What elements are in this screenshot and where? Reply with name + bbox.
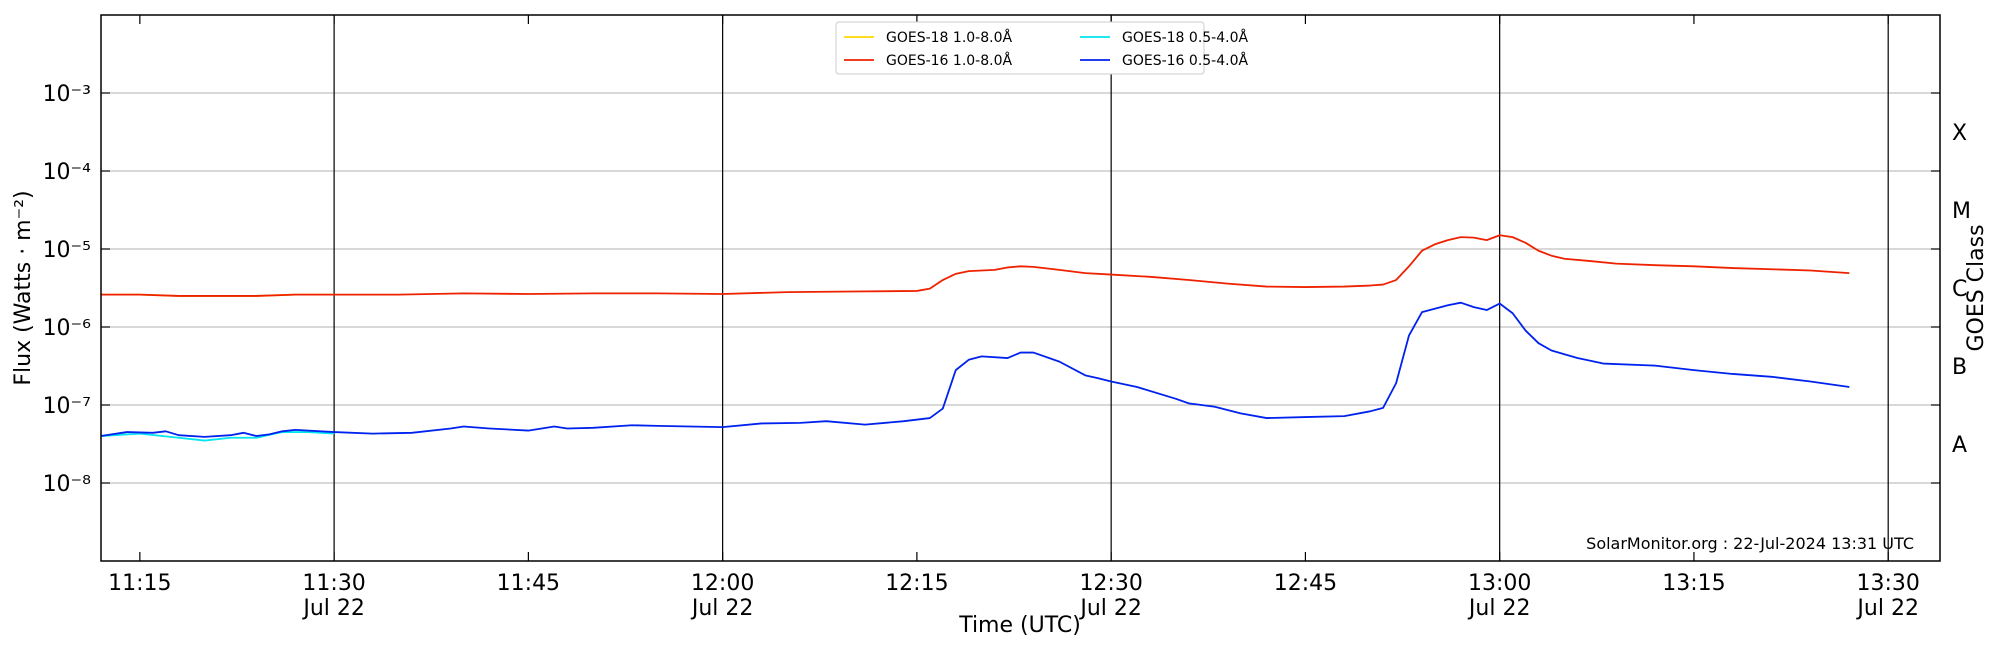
x-tick-date: Jul 22 bbox=[1078, 596, 1142, 621]
legend-label: GOES-16 0.5-4.0Å bbox=[1122, 52, 1248, 69]
class-label: C bbox=[1952, 277, 1967, 302]
x-tick-label: 13:30 bbox=[1856, 571, 1919, 596]
legend-label: GOES-18 1.0-8.0Å bbox=[886, 29, 1012, 46]
class-label: A bbox=[1952, 433, 1967, 458]
y-tick-label: 10⁻⁶ bbox=[43, 316, 92, 341]
legend-label: GOES-18 0.5-4.0Å bbox=[1122, 29, 1248, 46]
class-label: M bbox=[1952, 199, 1971, 224]
x-tick-label: 12:00 bbox=[691, 571, 754, 596]
y-tick-label: 10⁻⁴ bbox=[43, 160, 92, 185]
legend: GOES-18 1.0-8.0Å GOES-16 1.0-8.0Å GOES-18 … bbox=[835, 21, 1248, 75]
legend-label: GOES-16 1.0-8.0Å bbox=[886, 52, 1012, 69]
x-tick-label: 12:15 bbox=[885, 571, 948, 596]
class-label: X bbox=[1952, 121, 1967, 146]
x-tick-label: 13:00 bbox=[1468, 571, 1531, 596]
x-axis-label: Time (UTC) bbox=[958, 613, 1081, 638]
y2-axis-label: GOES Class bbox=[1964, 224, 1989, 351]
y-tick-label: 10⁻⁷ bbox=[43, 394, 91, 419]
plot-frame bbox=[100, 14, 1941, 562]
x-tick-label: 12:30 bbox=[1079, 571, 1142, 596]
x-tick-label: 11:30 bbox=[302, 571, 365, 596]
x-tick-date: Jul 22 bbox=[301, 596, 365, 621]
x-tick-date: Jul 22 bbox=[690, 596, 754, 621]
y-tick-label: 10⁻³ bbox=[43, 82, 91, 107]
x-tick-date: Jul 22 bbox=[1855, 596, 1919, 621]
x-tick-date: Jul 22 bbox=[1467, 596, 1531, 621]
x-tick-label: 13:15 bbox=[1662, 571, 1725, 596]
annotation: SolarMonitor.org : 22-Jul-2024 13:31 UTC bbox=[1586, 534, 1914, 553]
series-line bbox=[101, 234, 1850, 297]
class-label: B bbox=[1952, 355, 1967, 380]
x-tick-label: 12:45 bbox=[1274, 571, 1337, 596]
legend-box bbox=[835, 21, 1205, 75]
x-tick-label: 11:45 bbox=[497, 571, 560, 596]
y-tick-label: 10⁻⁵ bbox=[43, 238, 91, 263]
x-tick-label: 11:15 bbox=[108, 571, 171, 596]
y-axis-label: Flux (Watts · m⁻²) bbox=[11, 190, 36, 385]
series-line bbox=[100, 301, 1850, 438]
series-line bbox=[100, 431, 335, 442]
y-tick-label: 10⁻⁸ bbox=[43, 472, 92, 497]
